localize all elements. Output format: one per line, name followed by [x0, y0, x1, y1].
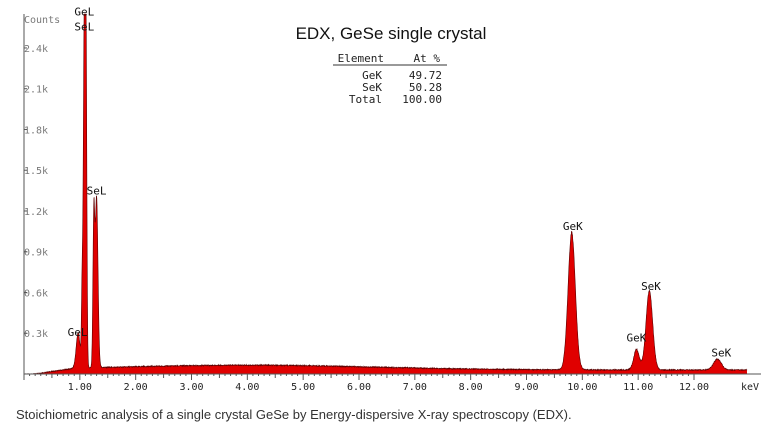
y-tick-label: 2.1k — [24, 85, 48, 96]
x-tick-label: 8.00 — [459, 382, 483, 393]
x-tick-label: 10.00 — [567, 382, 597, 393]
y-tick-label: 1.2k — [24, 207, 48, 218]
table-cell-value: 50.28 — [409, 81, 442, 94]
table-cell-element: GeK — [362, 69, 382, 82]
x-tick-label: 2.00 — [124, 382, 148, 393]
y-axis-title: Counts — [24, 15, 60, 26]
y-tick-label: 0.9k — [24, 248, 48, 259]
y-tick-label: 1.5k — [24, 166, 48, 177]
table-cell-element: SeK — [362, 81, 382, 94]
x-tick-label: 4.00 — [235, 382, 259, 393]
spectrum-area — [25, 14, 748, 374]
x-axis-unit: keV — [741, 382, 759, 393]
x-tick-label: 12.00 — [679, 382, 709, 393]
table-cell-element: Total — [349, 93, 382, 106]
figure-caption: Stoichiometric analysis of a single crys… — [16, 407, 572, 422]
y-tick-label: 2.4k — [24, 44, 48, 55]
chart-title: EDX, GeSe single crystal — [296, 24, 487, 43]
x-tick-label: 9.00 — [514, 382, 538, 393]
x-tick-label: 11.00 — [623, 382, 653, 393]
y-tick-label: 1.8k — [24, 125, 48, 136]
peak-label: GeL — [74, 5, 94, 18]
spectrum-line — [24, 13, 748, 375]
peak-label: SeL — [87, 185, 107, 198]
peak-label: GeK — [563, 220, 583, 233]
peak-label: GeK — [627, 331, 647, 344]
table-cell-value: 100.00 — [402, 93, 442, 106]
x-tick-label: 7.00 — [403, 382, 427, 393]
y-tick-label: 0.6k — [24, 288, 48, 299]
x-tick-label: 5.00 — [291, 382, 315, 393]
table-cell-value: 49.72 — [409, 69, 442, 82]
y-tick-label: 0.3k — [24, 329, 48, 340]
peak-label: GeL — [68, 326, 88, 339]
peak-label: SeK — [641, 280, 661, 293]
peak-label: SeL — [74, 20, 94, 33]
results-table: Element At % GeK 49.72 SeK 50.28 Total 100.00 — [333, 52, 447, 106]
edx-spectrum-chart: Counts 0.3k 0.6k 0.9k 1.2k 1.5k 1.8k 2.1k 2.4k 1.… — [23, 5, 761, 393]
table-header-at-percent: At % — [414, 52, 441, 65]
x-tick-label: 6.00 — [347, 382, 371, 393]
x-tick-label: 3.00 — [179, 382, 203, 393]
table-header-element: Element — [338, 52, 384, 65]
peak-label: SeK — [711, 346, 731, 359]
x-tick-label: 1.00 — [68, 382, 92, 393]
